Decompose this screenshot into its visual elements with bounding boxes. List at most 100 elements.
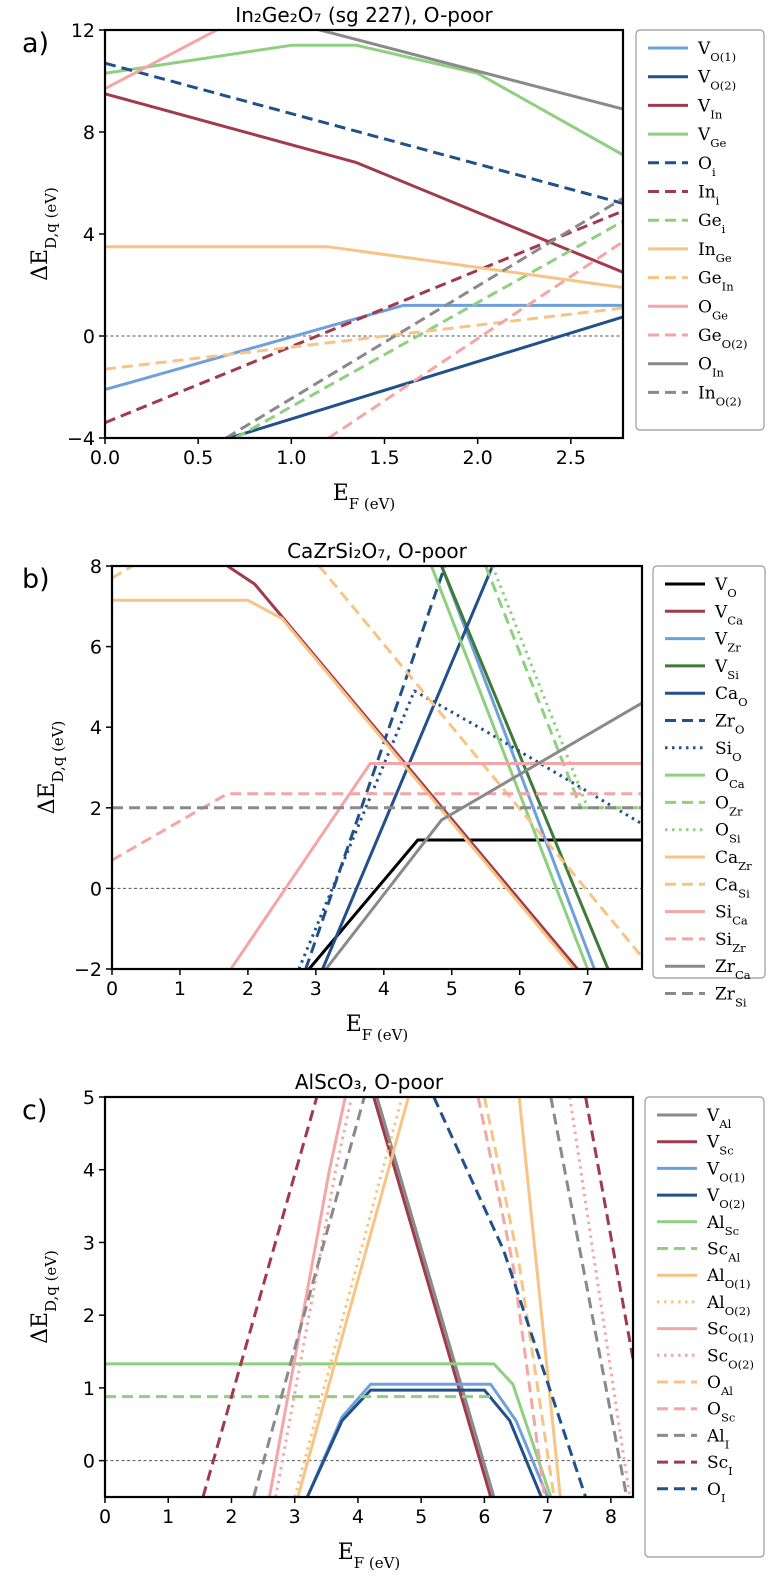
- legend-entry-label: OSi: [715, 821, 741, 846]
- x-tick-label: 0.5: [183, 447, 213, 469]
- chart-panel-3: 0 1 2 3 4 5 6 7 8 0 1 2 3 4 5 c) AlScO₃, O-poor EF (eV) ΔE…: [22, 1070, 765, 1572]
- legend-entry-label: CaZr: [715, 848, 752, 873]
- y-tick-label: 4: [83, 1160, 95, 1182]
- legend-entry-label: ScO(2): [707, 1346, 754, 1371]
- legend-frame: [644, 1096, 765, 1558]
- x-tick-label: 2.5: [556, 447, 586, 469]
- series-line-zr-ca: [324, 701, 642, 969]
- series-line-ca-si: [112, 566, 134, 580]
- y-tick-label: 4: [83, 224, 95, 246]
- legend-entry-label: ZrO: [715, 712, 744, 737]
- series-line-v-ge: [105, 43, 623, 157]
- x-tick-label: 5: [415, 1506, 427, 1528]
- series-line-o-i: [432, 1097, 588, 1497]
- series-line-v-in: [105, 92, 623, 274]
- legend-entry-label: Ini: [698, 183, 720, 208]
- series-line-al-i: [252, 1097, 366, 1497]
- panel-label: c): [22, 1095, 47, 1126]
- panel-label: b): [22, 564, 50, 595]
- series-line-v-ca: [226, 566, 579, 969]
- legend-frame: [635, 29, 765, 431]
- legend-frame: [652, 565, 766, 979]
- legend-entry-label: ScI: [707, 1453, 733, 1478]
- legend-entry-label: VO(1): [706, 1159, 745, 1184]
- legend-entry-label: Gei: [698, 211, 726, 236]
- series-line-sc-i: [201, 1097, 319, 1497]
- y-tick-label: 1: [83, 1378, 95, 1400]
- legend-entry-label: AlO(2): [706, 1293, 751, 1318]
- legend-entry-label: ZrSi: [715, 985, 747, 1010]
- legend-entry-label: VSc: [706, 1133, 734, 1158]
- legend-entry-label: VIn: [697, 96, 723, 121]
- x-tick-label: 3: [310, 978, 322, 1000]
- y-axis-label-group: ΔED,q (eV): [28, 187, 60, 281]
- series-line-si-ca: [229, 762, 642, 969]
- legend-entry-label: VO(2): [697, 68, 736, 93]
- series-line-zr-o: [304, 566, 447, 969]
- x-tick-label: 0: [99, 1506, 111, 1528]
- legend-entry-label: AlSc: [706, 1213, 739, 1238]
- legend-entry-label: VSi: [714, 657, 739, 682]
- legend-entry-label: ZrCa: [715, 957, 751, 982]
- y-tick-label: 0: [83, 1451, 95, 1473]
- legend-entry-label: InO(2): [698, 383, 742, 408]
- x-tick-label: 3: [289, 1506, 301, 1528]
- legend-entry-label: ScO(1): [707, 1320, 754, 1345]
- y-tick-label: 8: [83, 122, 95, 144]
- series-line-v-si: [440, 566, 610, 969]
- chart-title: CaZrSi₂O₇, O-poor: [287, 539, 468, 563]
- x-tick-label: 1.5: [369, 447, 399, 469]
- legend-entry-label: VAl: [706, 1106, 732, 1131]
- y-axis-label: ΔED,q (eV): [28, 187, 60, 281]
- legend-entry-label: VO(1): [697, 39, 736, 64]
- legend-entry-label: OAl: [707, 1373, 733, 1398]
- series-line-sc-o-1-: [267, 1097, 347, 1497]
- series-line-al-o-2-: [293, 1097, 404, 1497]
- x-tick-label: 4: [378, 978, 390, 1000]
- legend-entry-label: AlO(1): [706, 1266, 751, 1291]
- y-tick-label: −2: [74, 959, 102, 981]
- y-axis-label-group: ΔED,q (eV): [35, 721, 67, 815]
- series-line-o-in: [313, 30, 623, 111]
- x-tick-label: 4: [352, 1506, 364, 1528]
- series-line-v-sc: [372, 1097, 493, 1497]
- series-line-v-al: [375, 1097, 496, 1497]
- legend: VAlVScVO(1)VO(2)AlScScAlAlO(1)AlO(2)ScO(…: [644, 1096, 765, 1558]
- series-line-o-zr: [484, 566, 642, 810]
- legend-entry-label: VGe: [697, 125, 727, 150]
- x-tick-label: 2: [242, 978, 254, 1000]
- chart-title: AlScO₃, O-poor: [295, 1070, 444, 1094]
- series-group: [105, 30, 623, 438]
- legend-entry-label: SiCa: [715, 903, 748, 928]
- y-tick-label: 6: [90, 637, 102, 659]
- legend-entry-label: OI: [707, 1480, 726, 1505]
- x-tick-label: 1: [162, 1506, 174, 1528]
- series-line-al-i: [549, 1097, 629, 1497]
- legend-entry-label: CaSi: [715, 875, 750, 900]
- y-tick-label: 2: [90, 798, 102, 820]
- series-line-o-ge: [105, 30, 218, 91]
- series-line-v-o-2-: [305, 1388, 543, 1497]
- x-tick-label: 2: [225, 1506, 237, 1528]
- chart-title: In₂Ge₂O₇ (sg 227), O-poor: [235, 3, 493, 27]
- y-axis-label-group: ΔED,q (eV): [28, 1250, 60, 1344]
- y-tick-label: 8: [90, 556, 102, 578]
- y-tick-label: 0: [83, 326, 95, 348]
- legend-entry-label: CaO: [715, 684, 748, 709]
- series-line-in-o-2-: [225, 197, 623, 438]
- x-tick-label: 7: [542, 1506, 554, 1528]
- y-tick-label: 12: [71, 20, 95, 42]
- x-tick-label: 8: [605, 1506, 617, 1528]
- x-tick-label: 0: [106, 978, 118, 1000]
- x-tick-label: 1.0: [276, 447, 306, 469]
- series-line-si-zr: [112, 792, 642, 862]
- plot-frame: [103, 28, 625, 440]
- legend-entry-label: ScAl: [707, 1240, 741, 1265]
- legend-entry-label: SiO: [715, 739, 742, 764]
- legend-entry-label: OZr: [715, 793, 743, 818]
- x-tick-label: 6: [514, 978, 526, 1000]
- y-tick-label: 5: [83, 1087, 95, 1109]
